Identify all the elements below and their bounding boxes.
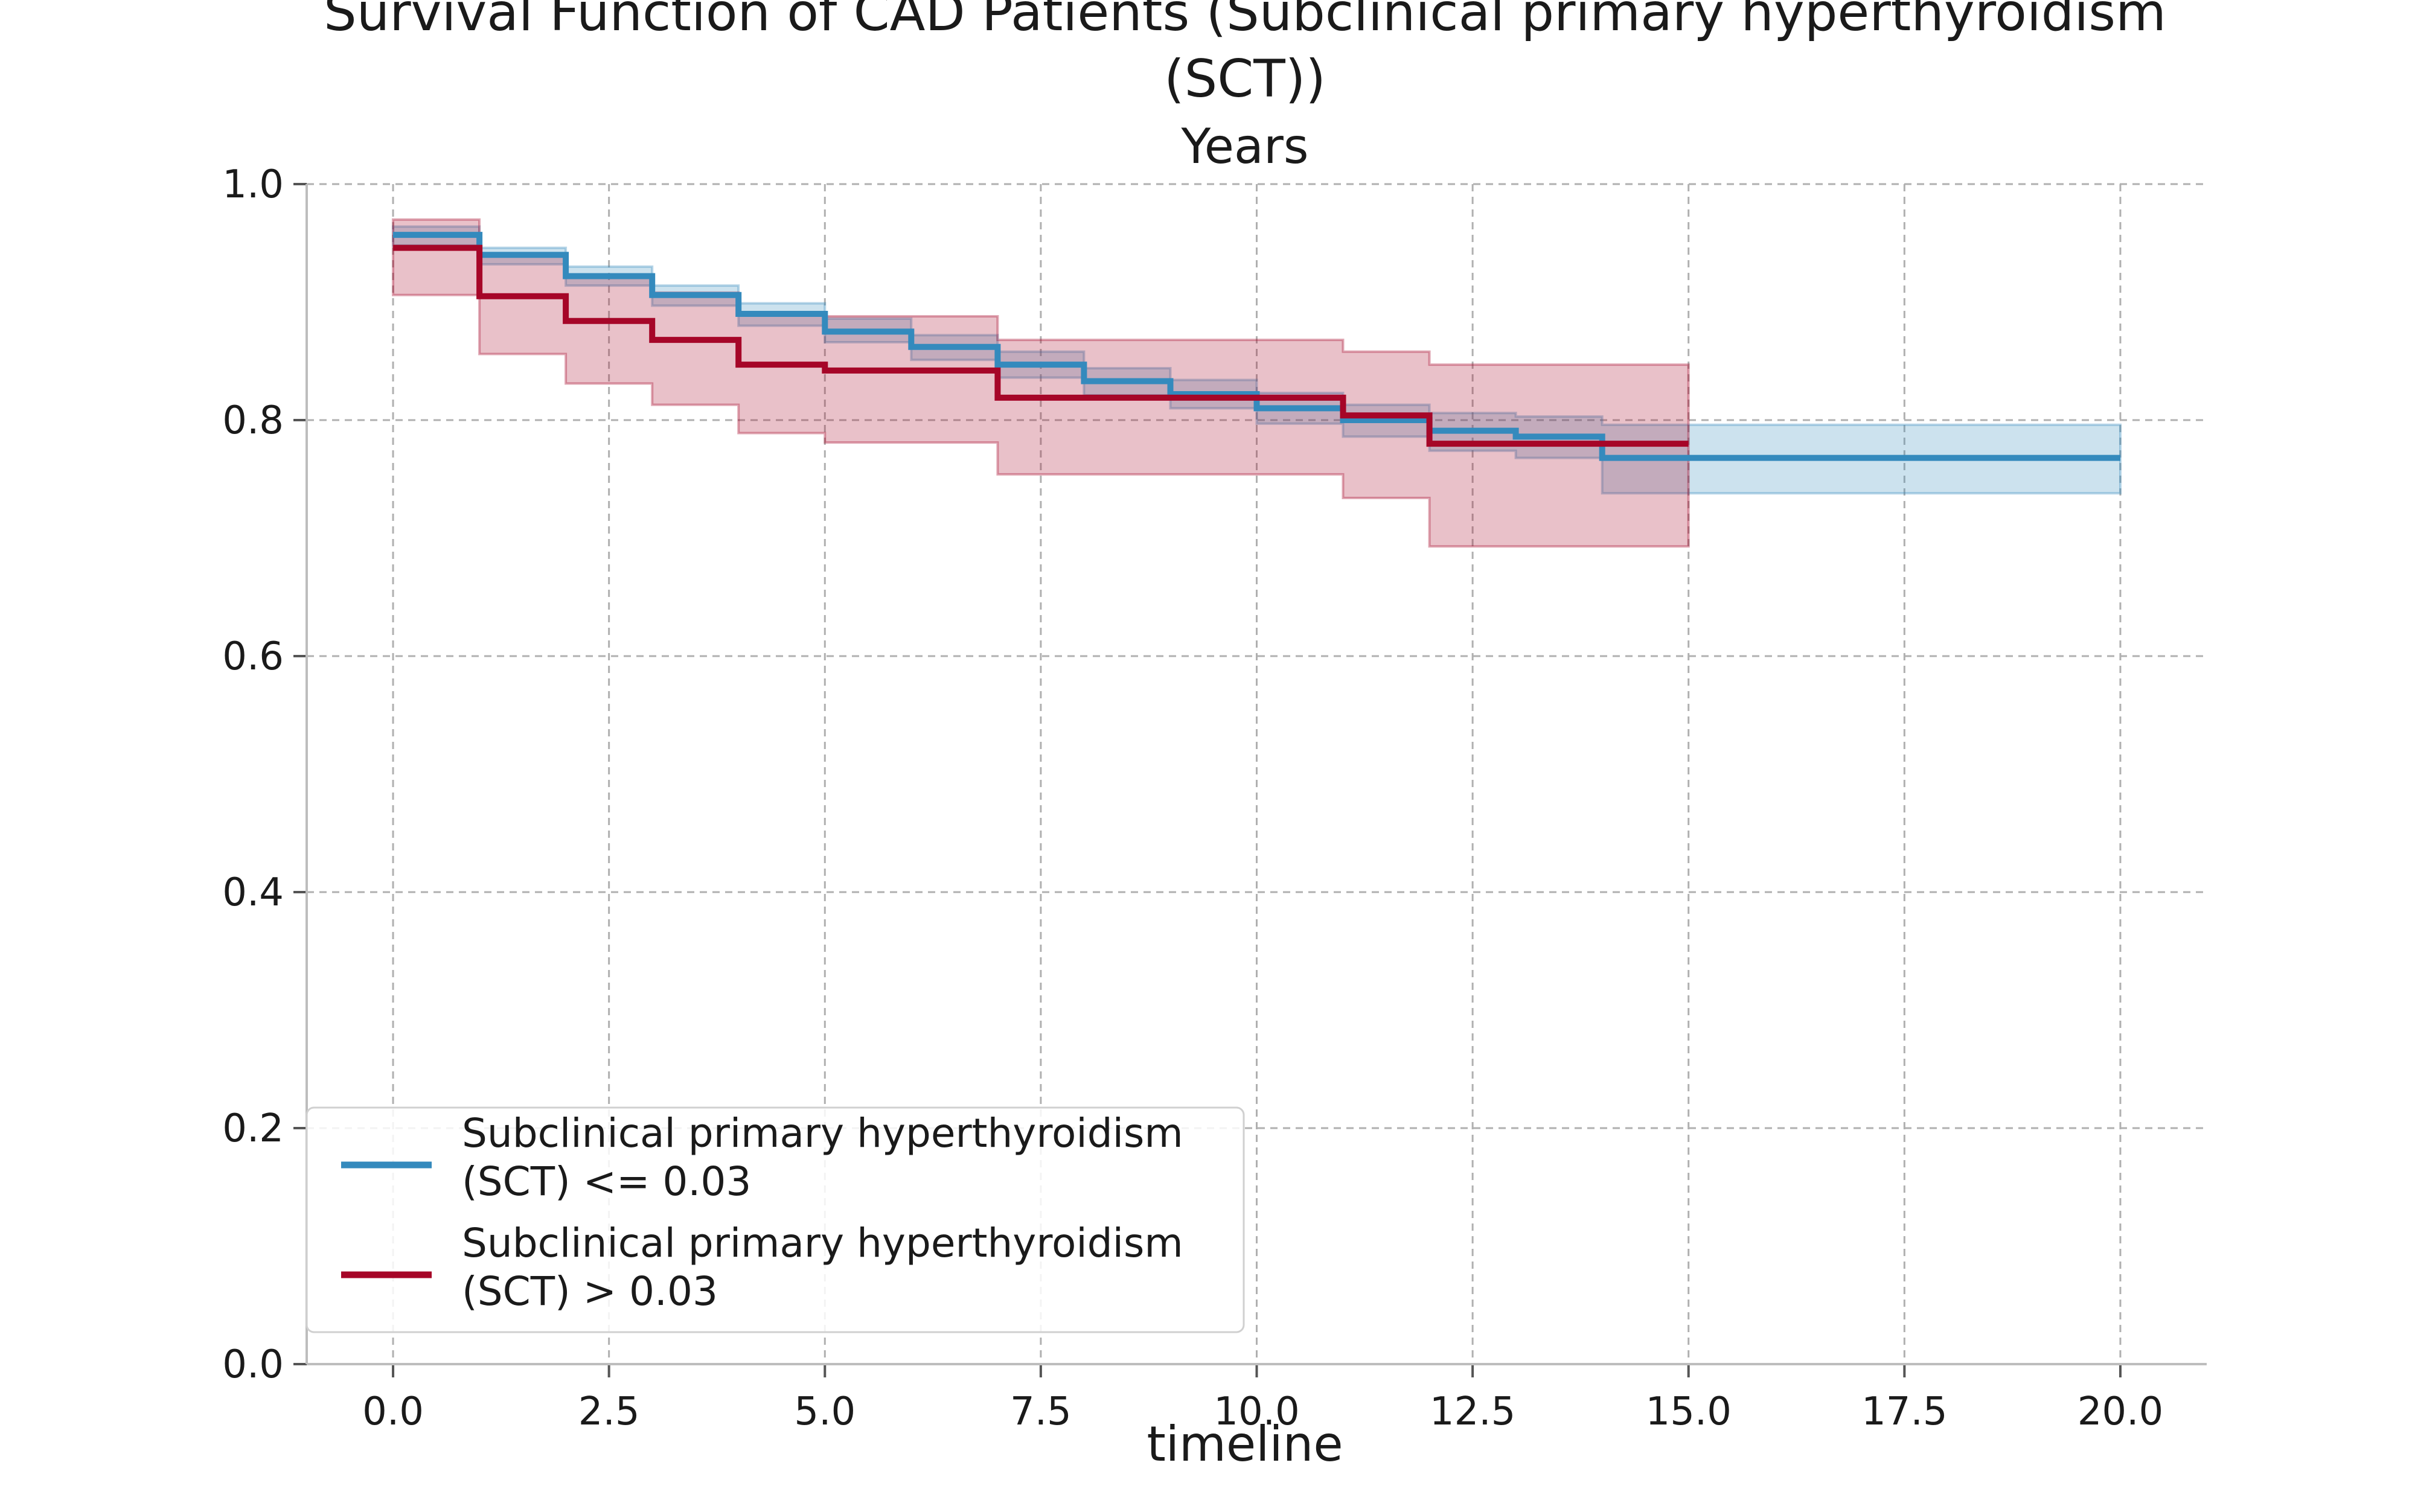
x-tick-label: 15.0 [1645, 1389, 1732, 1434]
chart-subtitle: Years [1180, 118, 1308, 174]
x-tick-label: 20.0 [2078, 1389, 2164, 1434]
x-tick-label: 0.0 [362, 1389, 424, 1434]
y-tick-label: 0.8 [222, 398, 284, 443]
x-axis-label: timeline [1147, 1416, 1343, 1472]
survival-line-series-0 [393, 232, 2120, 461]
x-tick-label: 2.5 [578, 1389, 640, 1434]
chart-title-line-2: (SCT)) [1164, 49, 1326, 109]
legend-frame [305, 1106, 1245, 1333]
x-tick-label: 12.5 [1430, 1389, 1516, 1434]
survival-lines [393, 232, 2120, 461]
y-tick-label: 0.2 [222, 1106, 284, 1151]
grid [307, 183, 2207, 1365]
y-tick-label: 1.0 [222, 162, 284, 207]
legend-label-high-sct-line-1: Subclinical primary hyperthyroidism [462, 1220, 1183, 1266]
legend-label-low-sct-line-1: Subclinical primary hyperthyroidism [462, 1110, 1183, 1156]
x-tick-label: 10.0 [1214, 1389, 1300, 1434]
survival-line-series-1 [393, 244, 1689, 447]
confidence-bands [392, 218, 2122, 548]
legend-label-low-sct-line-2: (SCT) <= 0.03 [462, 1158, 751, 1205]
y-tick-label: 0.4 [222, 870, 284, 915]
x-tick-label: 17.5 [1861, 1389, 1948, 1434]
x-tick-label: 5.0 [794, 1389, 856, 1434]
x-tick-label: 7.5 [1010, 1389, 1072, 1434]
y-tick-label: 0.0 [222, 1342, 284, 1387]
chart-title-line-1: Survival Function of CAD Patients (Subcl… [324, 0, 2166, 43]
axes: 0.0 2.5 5.0 7.5 10.0 12.5 15.0 17.5 20.0 0.0 0.2 0.… [222, 162, 2207, 1434]
y-tick-label: 0.6 [222, 634, 284, 679]
legend: Subclinical primary hyperthyroidism (SCT… [305, 1106, 1245, 1333]
legend-label-high-sct-line-2: (SCT) > 0.03 [462, 1268, 718, 1315]
